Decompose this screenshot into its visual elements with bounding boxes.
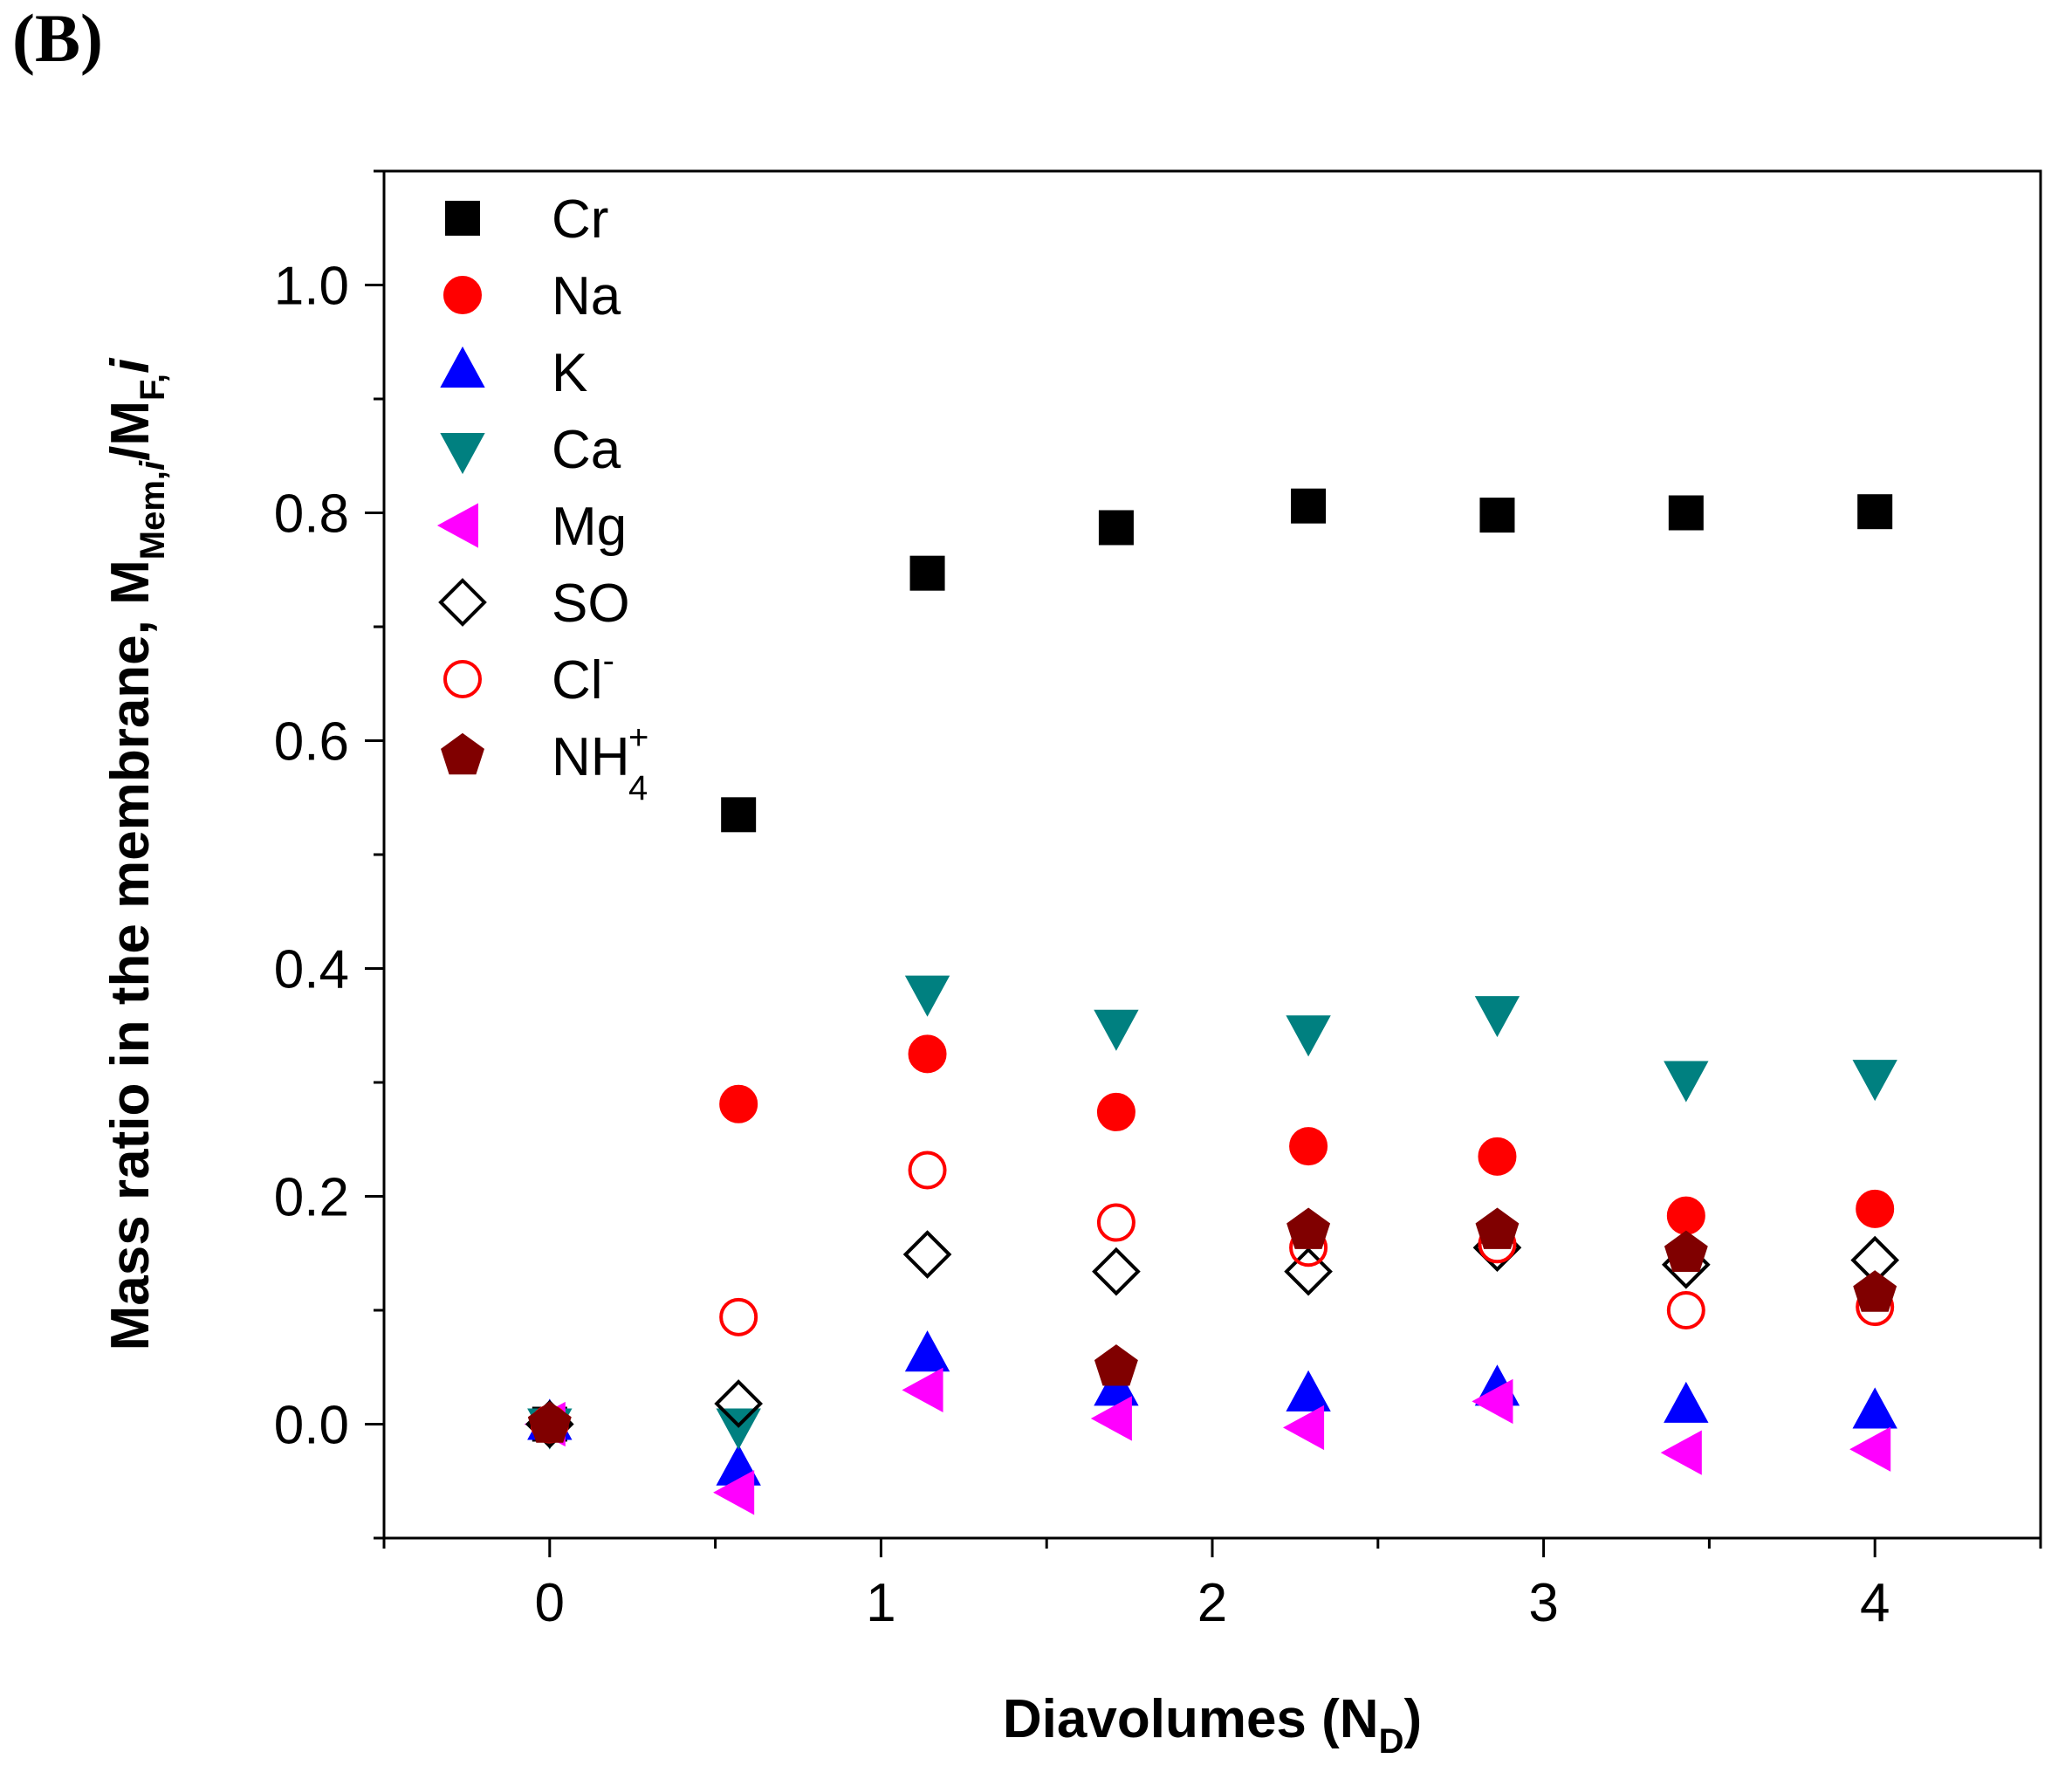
point-cr [1291,488,1327,524]
legend-marker-k [440,346,485,388]
y-axis-ticks: 0.0 0.2 0.4 0.6 0.8 1.0 [274,169,384,1540]
legend-label-so: SO [552,574,630,634]
point-cr [909,555,945,591]
y-axis-title-sub1: Mem, [134,471,172,560]
point-nh4 [527,1401,572,1443]
point-mg [713,1470,755,1515]
point-na [1289,1127,1328,1166]
point-mg [1472,1378,1513,1425]
legend-label-cr: Cr [552,189,608,250]
point-nh4 [1853,1270,1897,1312]
point-ca [1664,1061,1709,1103]
legend-marker-na [443,276,482,314]
x-tick-label: 3 [1528,1573,1558,1633]
point-nh4 [1475,1207,1520,1249]
point-mg [1090,1396,1132,1441]
point-cl [1096,1203,1135,1242]
point-mg [1849,1426,1891,1472]
y-axis-title: Mass ratio in the membrane, MMem,i/MF,i [100,357,172,1351]
y-axis-title-sub1-i: i [134,460,172,471]
y-tick-label: 0.0 [274,1396,349,1456]
point-na [1478,1137,1517,1176]
point-cr [1098,510,1134,546]
point-ca [1286,1015,1331,1057]
legend-marker-nh4 [441,732,484,775]
point-na [1096,1092,1135,1131]
point-mg [902,1367,943,1413]
y-tick-label: 0.2 [274,1168,349,1228]
point-k [1664,1381,1709,1423]
y-axis-title-part1: Mass ratio in the membrane, M [100,560,161,1350]
x-tick-label: 0 [535,1573,565,1633]
point-k [904,1330,950,1372]
legend-label-cl: Cl- [552,642,614,711]
y-axis-title-sub2-i: i [100,357,161,374]
point-ca [904,975,950,1017]
panel-label: (B) [12,0,103,76]
y-tick-label: 0.8 [274,484,349,545]
x-axis-title-sub: D [1379,1722,1404,1761]
plot-frame [382,169,2042,1540]
legend-label-na: Na [552,266,621,326]
y-axis-title-part2: /M [100,401,161,461]
point-na [908,1034,947,1074]
legend-marker-cl [443,660,482,698]
point-so [1284,1247,1333,1296]
point-cl [719,1297,758,1336]
point-nh4 [1286,1207,1331,1249]
x-tick-label: 2 [1197,1573,1227,1633]
x-axis-ticks: 0 1 2 3 4 [382,1538,2042,1633]
point-so [1092,1247,1141,1296]
point-nh4 [1094,1344,1138,1386]
point-ca [1852,1060,1897,1102]
legend-marker-cr [445,201,480,236]
legend-label-mg: Mg [552,497,627,557]
point-ca [1094,1009,1139,1051]
point-cr [721,797,757,833]
point-so [902,1230,952,1279]
point-na [1856,1189,1895,1228]
legend-label-nh4: NH+ 4 [552,718,648,807]
x-tick-label: 1 [866,1573,895,1633]
point-cr [1668,495,1704,531]
series-cl [530,1151,1895,1444]
y-axis-title-sub2: F [134,381,172,401]
point-mg [1282,1405,1325,1451]
legend-marker-ca [440,433,485,475]
point-cr [1479,498,1515,533]
point-mg [1660,1430,1702,1475]
point-ca [1474,996,1520,1038]
x-axis-title: Diavolumes (ND) [1003,1689,1422,1761]
point-so [714,1379,764,1428]
x-axis-title-main: Diavolumes (N [1003,1689,1379,1749]
series-nh4 [527,1207,1897,1443]
legend-label-k: K [552,343,587,403]
y-tick-label: 0.4 [274,940,349,1000]
data-markers [524,488,1900,1515]
point-cr [1857,494,1893,530]
legend: Cr Na K Ca Mg SO Cl- NH+ 4 [436,189,648,807]
x-tick-label: 4 [1860,1573,1890,1633]
point-cl [1666,1291,1705,1329]
point-na [719,1084,758,1123]
legend-marker-mg [436,503,478,548]
y-axis-title-sub2-tail: , [134,374,172,383]
point-cl [908,1151,947,1190]
point-nh4 [1664,1230,1708,1272]
x-axis-title-close: ) [1403,1689,1422,1749]
point-na [1666,1196,1705,1235]
y-tick-label: 1.0 [274,257,349,317]
legend-marker-so [438,578,487,627]
point-k [1852,1387,1897,1429]
point-ca [716,1408,761,1450]
point-k [1286,1370,1331,1412]
y-tick-label: 0.6 [274,712,349,773]
legend-label-ca: Ca [552,420,621,480]
